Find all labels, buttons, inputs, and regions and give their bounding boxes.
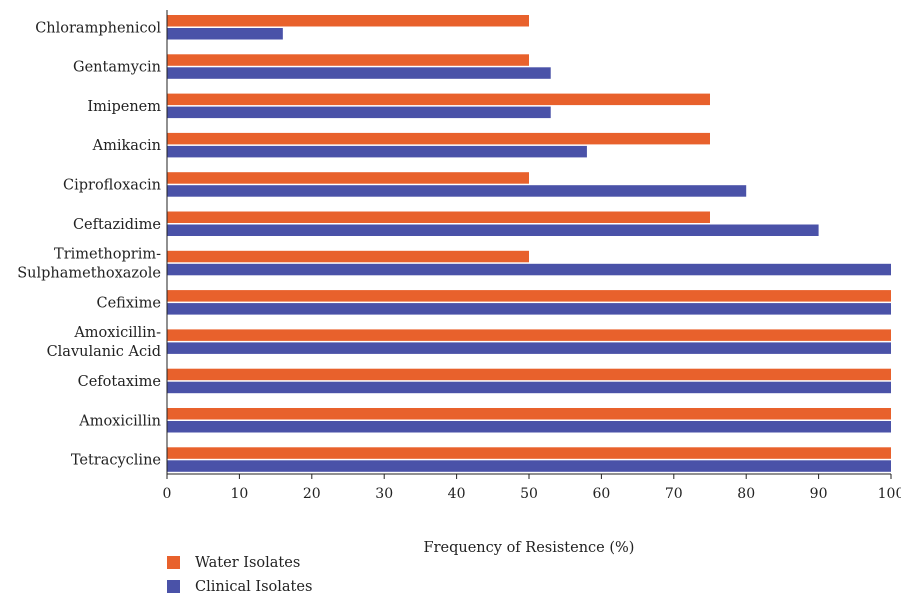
bar-water-3 — [167, 132, 710, 145]
bar-clinical-9 — [167, 381, 891, 394]
x-tick-label-10: 10 — [230, 486, 248, 502]
bar-water-2 — [167, 93, 710, 106]
legend-swatch-water — [167, 556, 180, 569]
x-tick-label-80: 80 — [737, 486, 755, 502]
bar-water-8 — [167, 329, 891, 341]
bar-clinical-10 — [167, 421, 891, 433]
category-label-6-line0: Trimethoprim- — [54, 247, 161, 263]
bars-layer — [167, 15, 891, 472]
category-label-10: Amoxicillin — [78, 413, 161, 429]
category-label-2: Imipenem — [87, 99, 161, 115]
bar-clinical-5 — [167, 224, 819, 236]
bar-water-4 — [167, 172, 529, 184]
axes-layer — [166, 10, 892, 479]
x-tick-label-30: 30 — [375, 486, 393, 502]
bar-clinical-11 — [167, 460, 891, 472]
category-label-7: Cefixime — [97, 295, 162, 311]
bar-clinical-6 — [167, 263, 891, 276]
labels-layer: Chloramphenicol Gentamycin Imipenem Amikaci… — [17, 20, 901, 502]
category-label-9: Cefotaxime — [78, 374, 161, 390]
bar-water-10 — [167, 408, 891, 420]
category-label-8-line0: Amoxicillin- — [73, 325, 161, 341]
x-tick-label-60: 60 — [592, 486, 610, 502]
bar-water-6 — [167, 250, 529, 263]
bar-water-5 — [167, 211, 710, 223]
x-tick-label-20: 20 — [303, 486, 321, 502]
bar-water-7 — [167, 290, 891, 302]
category-label-6-line1: Sulphamethoxazole — [17, 266, 161, 282]
bar-water-9 — [167, 368, 891, 381]
category-label-0: Chloramphenicol — [35, 20, 161, 36]
x-tick-label-90: 90 — [810, 486, 828, 502]
category-label-8-line1: Clavulanic Acid — [47, 344, 161, 360]
bar-clinical-7 — [167, 303, 891, 315]
x-axis-title: Frequency of Resistence (%) — [424, 540, 635, 556]
x-tick-label-50: 50 — [520, 486, 538, 502]
bar-clinical-2 — [167, 106, 551, 119]
x-tick-label-100: 100 — [878, 486, 901, 502]
category-label-3: Amikacin — [92, 138, 161, 154]
legend-swatch-clinical — [167, 580, 180, 593]
x-tick-label-0: 0 — [163, 486, 172, 502]
category-label-11: Tetracycline — [71, 453, 161, 469]
bar-clinical-1 — [167, 67, 551, 79]
category-label-5: Ceftazidime — [73, 217, 161, 233]
category-label-1: Gentamycin — [73, 60, 161, 76]
category-label-4: Ciprofloxacin — [63, 177, 161, 193]
bar-clinical-0 — [167, 28, 283, 40]
bar-water-1 — [167, 54, 529, 66]
x-tick-label-70: 70 — [665, 486, 683, 502]
bar-clinical-4 — [167, 185, 747, 197]
legend-label-water: Water Isolates — [195, 555, 300, 571]
bar-clinical-8 — [167, 342, 891, 354]
bar-clinical-3 — [167, 145, 587, 158]
bar-water-0 — [167, 15, 529, 27]
legend: Water Isolates Clinical Isolates — [167, 555, 312, 595]
x-tick-label-40: 40 — [448, 486, 466, 502]
legend-label-clinical: Clinical Isolates — [195, 579, 312, 595]
bar-water-11 — [167, 447, 891, 459]
